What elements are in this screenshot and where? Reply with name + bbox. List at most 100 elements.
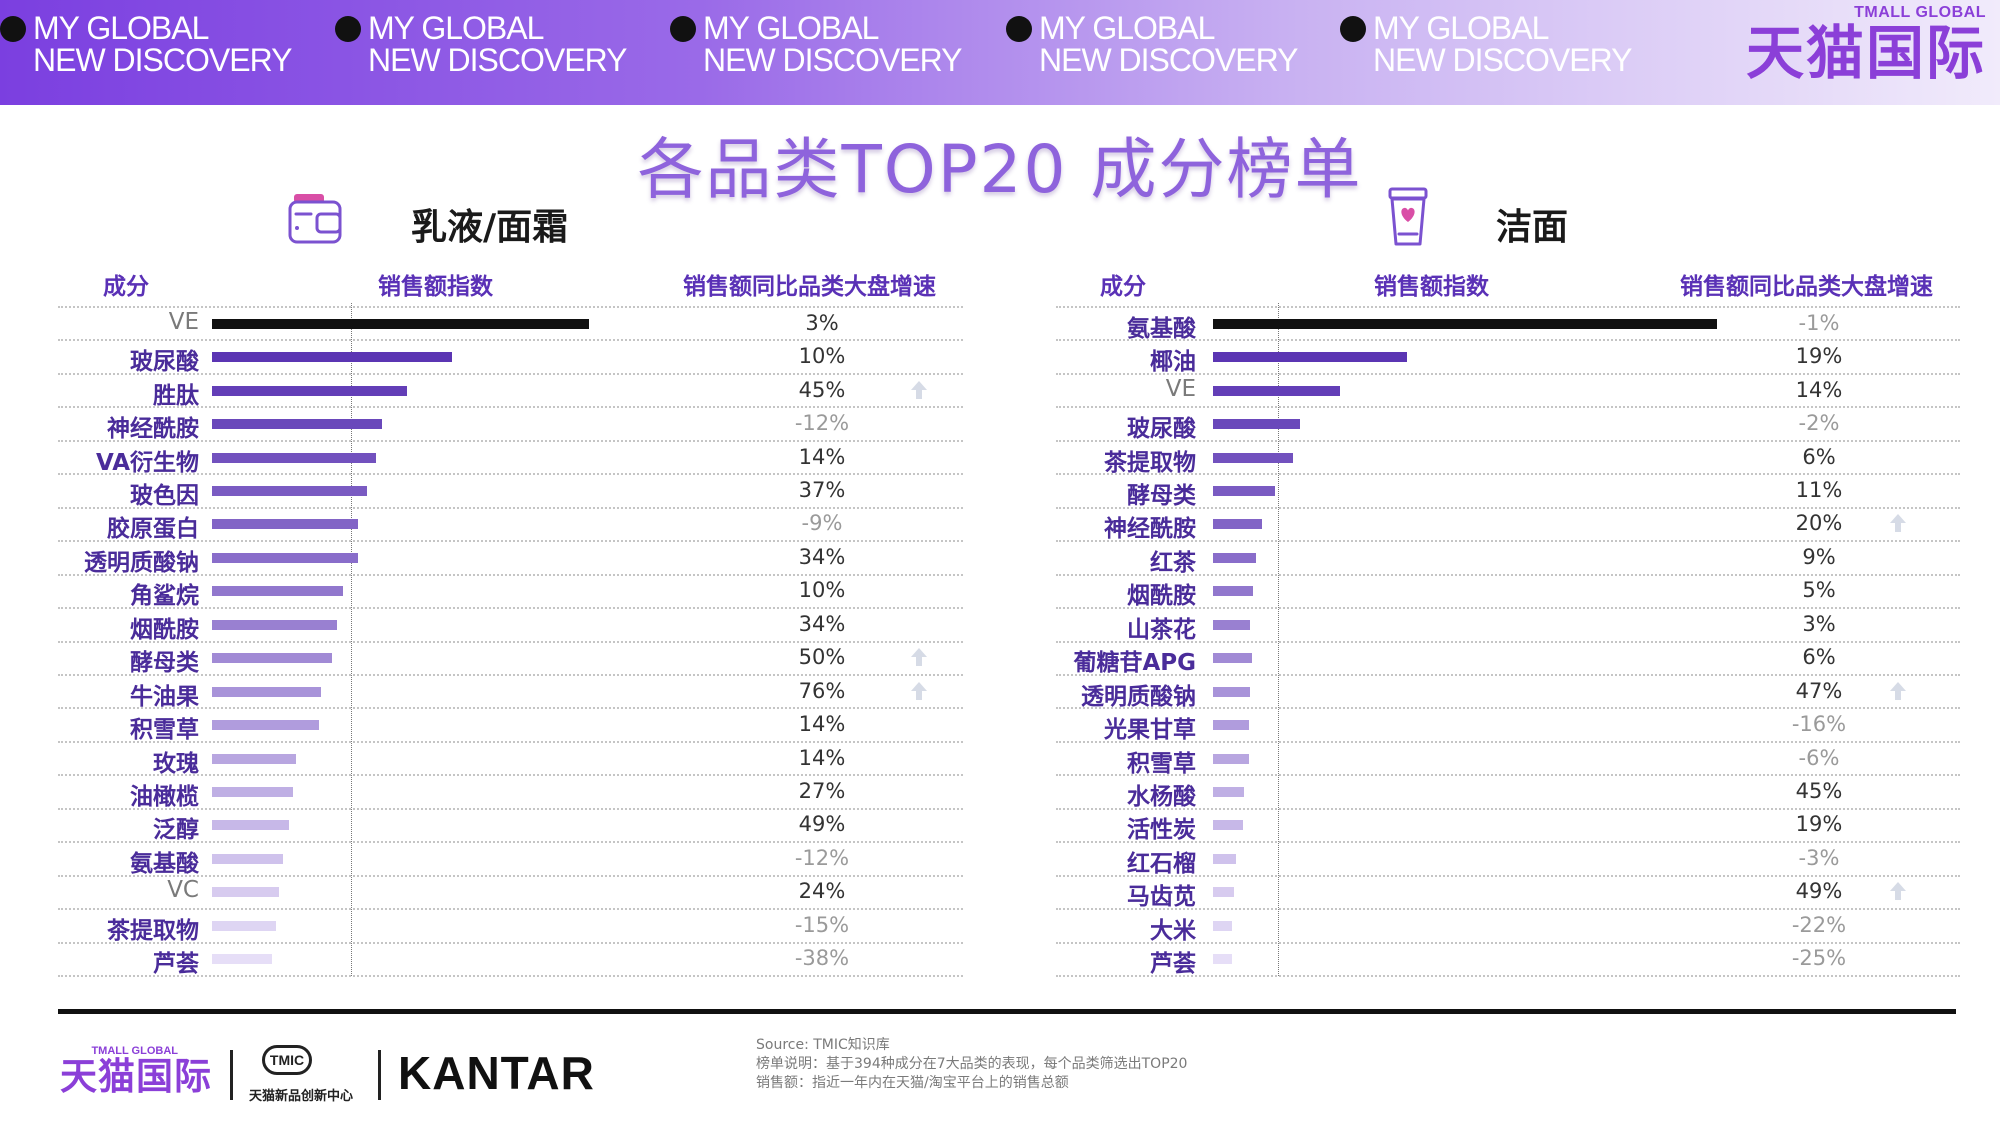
row-separator	[58, 807, 963, 810]
ingredient-label: 玫瑰	[153, 750, 199, 777]
growth-value: 19%	[1795, 812, 1843, 837]
growth-value: 45%	[798, 377, 846, 402]
growth-value: 49%	[1795, 879, 1843, 904]
bar	[1213, 787, 1245, 798]
bar	[1213, 820, 1243, 831]
logo-divider	[378, 1050, 381, 1100]
row-separator	[1056, 740, 1960, 743]
growth-value: 47%	[1795, 678, 1843, 703]
growth-value: 6%	[1802, 444, 1836, 469]
bar	[212, 686, 321, 697]
growth-value: 27%	[798, 779, 846, 804]
growth-value: 45%	[1795, 779, 1843, 804]
growth-value: -2%	[1798, 411, 1840, 436]
bullet-icon	[1006, 16, 1032, 42]
ingredient-label: 水杨酸	[1127, 784, 1196, 811]
bullet-icon	[670, 16, 696, 42]
ingredient-label: 酵母类	[130, 650, 199, 677]
ingredient-label: 葡糖苷APG	[1073, 650, 1196, 677]
row-separator	[58, 740, 963, 743]
bar	[212, 619, 338, 630]
bar	[212, 519, 359, 530]
ingredient-label: 积雪草	[1127, 750, 1196, 777]
row-separator	[58, 640, 963, 643]
row-separator	[1056, 807, 1960, 810]
column-header-ingredient: 成分	[1100, 274, 1146, 300]
category-title-cream: 乳液/面霜	[411, 207, 569, 248]
ingredient-label: 红茶	[1150, 549, 1196, 576]
growth-value: -25%	[1791, 946, 1847, 971]
growth-arrow-icon	[1890, 514, 1906, 533]
bar	[1213, 653, 1252, 664]
row-separator	[1056, 908, 1960, 911]
ingredient-label: 椰油	[1150, 349, 1196, 376]
growth-value: -38%	[794, 946, 850, 971]
growth-value: 34%	[798, 544, 846, 569]
bar	[212, 853, 284, 864]
tmic-name: 天猫新品创新中心	[249, 1089, 354, 1104]
bar	[1213, 419, 1300, 430]
ingredient-label: 茶提取物	[107, 917, 199, 944]
row-separator	[58, 707, 963, 710]
bar	[212, 485, 367, 496]
page-title: 各品类TOP20 成分榜单	[637, 131, 1363, 208]
row-separator	[1056, 707, 1960, 710]
ingredient-label: 泛醇	[153, 817, 199, 844]
growth-value: -9%	[801, 511, 843, 536]
row-separator	[1056, 406, 1960, 409]
bullet-icon	[0, 16, 26, 42]
bar	[212, 653, 332, 664]
row-separator	[58, 573, 963, 576]
ingredient-label: 角鲨烷	[130, 583, 199, 610]
header-banner: MY GLOBAL NEW DISCOVERY MY GLOBAL NEW DISC…	[0, 0, 2000, 105]
growth-value: -12%	[794, 845, 850, 870]
slogan: MY GLOBAL NEW DISCOVERY	[1340, 12, 1632, 76]
footer-divider	[58, 1009, 1956, 1014]
kantar-logo: KANTAR	[398, 1047, 595, 1099]
bar	[212, 720, 320, 731]
ingredient-label: 神经酰胺	[1104, 516, 1196, 543]
ingredient-label: 胜肽	[153, 382, 199, 409]
growth-value: 14%	[798, 712, 846, 737]
row-separator	[1056, 439, 1960, 442]
growth-value: 3%	[805, 310, 839, 335]
row-separator	[1056, 640, 1960, 643]
row-separator	[1056, 673, 1960, 676]
ingredient-label: 活性炭	[1127, 817, 1196, 844]
growth-arrow-icon	[911, 648, 927, 667]
ingredient-label: 牛油果	[130, 683, 199, 710]
bar	[212, 419, 382, 430]
growth-value: 76%	[798, 678, 846, 703]
growth-value: 9%	[1802, 544, 1836, 569]
growth-value: 49%	[798, 812, 846, 837]
bar	[1213, 452, 1294, 463]
ingredient-label: 芦荟	[153, 951, 199, 978]
growth-value: -15%	[794, 912, 850, 937]
row-separator	[1056, 573, 1960, 576]
bar	[212, 452, 377, 463]
bullet-icon	[335, 16, 361, 42]
bar	[212, 385, 407, 396]
slogan: MY GLOBAL NEW DISCOVERY	[1006, 12, 1298, 76]
row-separator	[1056, 372, 1960, 375]
row-separator	[58, 673, 963, 676]
ingredient-label: 神经酰胺	[107, 416, 199, 443]
cream-jar-icon	[288, 194, 342, 244]
row-separator	[58, 874, 963, 877]
growth-value: 11%	[1795, 477, 1843, 502]
row-separator	[58, 975, 963, 977]
bar	[1213, 552, 1256, 563]
ingredient-label: 大米	[1150, 917, 1196, 944]
row-separator	[58, 908, 963, 911]
ingredient-label: 透明质酸钠	[1081, 683, 1196, 710]
row-separator	[1056, 975, 1960, 977]
row-separator	[58, 406, 963, 409]
growth-value: 24%	[798, 879, 846, 904]
ingredient-label: VE	[168, 308, 199, 335]
growth-value: 6%	[1802, 645, 1836, 670]
column-header-growth: 销售额同比品类大盘增速	[683, 274, 936, 300]
growth-value: 37%	[798, 477, 846, 502]
bar	[212, 920, 277, 931]
bar	[1213, 920, 1233, 931]
row-separator	[1056, 540, 1960, 543]
